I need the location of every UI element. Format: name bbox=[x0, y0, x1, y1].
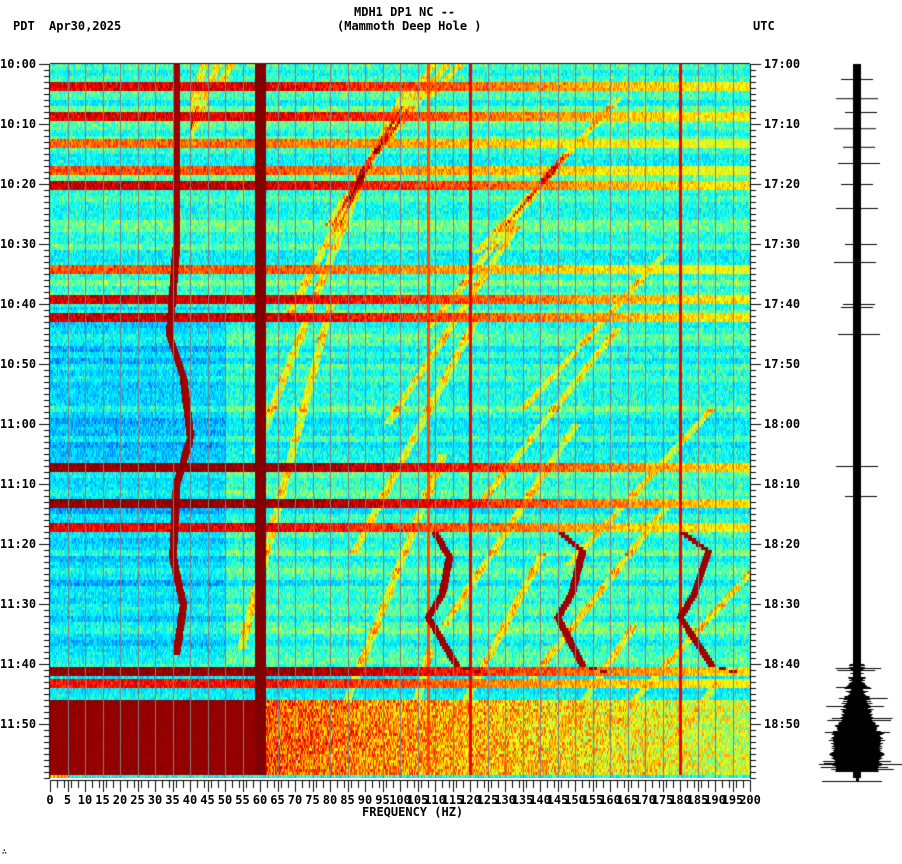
time-tick-left: 11:40 bbox=[0, 657, 37, 671]
time-tick-right: 18:10 bbox=[764, 477, 801, 491]
frequency-axis-title: FREQUENCY (HZ) bbox=[362, 805, 464, 819]
frequency-tick: 55 bbox=[235, 793, 250, 807]
frequency-tick: 5 bbox=[63, 793, 72, 807]
time-tick-left: 10:20 bbox=[0, 177, 37, 191]
time-tick-left: 10:50 bbox=[0, 357, 37, 371]
frequency-tick: 25 bbox=[130, 793, 145, 807]
frequency-tick: 80 bbox=[322, 793, 338, 807]
time-tick-right: 17:50 bbox=[764, 357, 801, 371]
time-tick-right: 17:10 bbox=[764, 117, 801, 131]
footer-mark: ∴ bbox=[2, 847, 7, 856]
frequency-tick: 90 bbox=[357, 793, 373, 807]
frequency-tick: 70 bbox=[287, 793, 303, 807]
frequency-tick: 110 bbox=[424, 793, 446, 807]
time-tick-left: 11:10 bbox=[0, 477, 37, 491]
frequency-tick: 10 bbox=[77, 793, 93, 807]
frequency-tick: 125 bbox=[476, 793, 499, 807]
time-tick-right: 18:00 bbox=[764, 417, 801, 431]
frequency-tick: 145 bbox=[546, 793, 569, 807]
frequency-tick: 85 bbox=[340, 793, 355, 807]
frequency-tick: 195 bbox=[721, 793, 744, 807]
frequency-tick: 180 bbox=[669, 793, 691, 807]
frequency-tick: 115 bbox=[441, 793, 464, 807]
frequency-tick: 40 bbox=[182, 793, 198, 807]
frequency-tick: 120 bbox=[459, 793, 481, 807]
frequency-tick: 155 bbox=[581, 793, 604, 807]
time-tick-left: 11:20 bbox=[0, 537, 37, 551]
time-tick-left: 11:50 bbox=[0, 717, 37, 731]
frequency-tick: 65 bbox=[270, 793, 285, 807]
time-tick-right: 17:30 bbox=[764, 237, 801, 251]
frequency-tick: 15 bbox=[95, 793, 110, 807]
frequency-tick: 170 bbox=[634, 793, 656, 807]
time-tick-left: 10:10 bbox=[0, 117, 37, 131]
frequency-tick: 135 bbox=[511, 793, 534, 807]
time-tick-right: 18:40 bbox=[764, 657, 801, 671]
frequency-tick: 0 bbox=[46, 793, 54, 807]
frequency-tick: 140 bbox=[529, 793, 551, 807]
frequency-tick: 35 bbox=[165, 793, 180, 807]
frequency-tick: 105 bbox=[406, 793, 429, 807]
frequency-tick: 45 bbox=[200, 793, 215, 807]
frequency-tick: 175 bbox=[651, 793, 674, 807]
time-tick-right: 17:40 bbox=[764, 297, 801, 311]
time-tick-left: 10:00 bbox=[0, 57, 37, 71]
time-tick-right: 17:00 bbox=[764, 57, 801, 71]
frequency-tick: 95 bbox=[375, 793, 390, 807]
frequency-tick: 165 bbox=[616, 793, 639, 807]
frequency-tick: 50 bbox=[217, 793, 233, 807]
time-tick-right: 18:20 bbox=[764, 537, 801, 551]
time-tick-left: 11:30 bbox=[0, 597, 37, 611]
time-tick-left: 10:30 bbox=[0, 237, 37, 251]
frequency-tick: 200 bbox=[739, 793, 761, 807]
frequency-tick: 60 bbox=[252, 793, 268, 807]
frequency-tick: 150 bbox=[564, 793, 586, 807]
time-tick-right: 18:50 bbox=[764, 717, 801, 731]
time-tick-left: 10:40 bbox=[0, 297, 37, 311]
frequency-tick: 190 bbox=[704, 793, 726, 807]
frequency-tick: 130 bbox=[494, 793, 516, 807]
frequency-tick: 30 bbox=[147, 793, 163, 807]
frequency-tick: 75 bbox=[305, 793, 320, 807]
frequency-tick: 20 bbox=[112, 793, 128, 807]
time-tick-left: 11:00 bbox=[0, 417, 37, 431]
time-tick-right: 17:20 bbox=[764, 177, 801, 191]
frequency-tick: 185 bbox=[686, 793, 709, 807]
frequency-tick: 100 bbox=[389, 793, 411, 807]
time-tick-right: 18:30 bbox=[764, 597, 801, 611]
frequency-tick: 160 bbox=[599, 793, 621, 807]
